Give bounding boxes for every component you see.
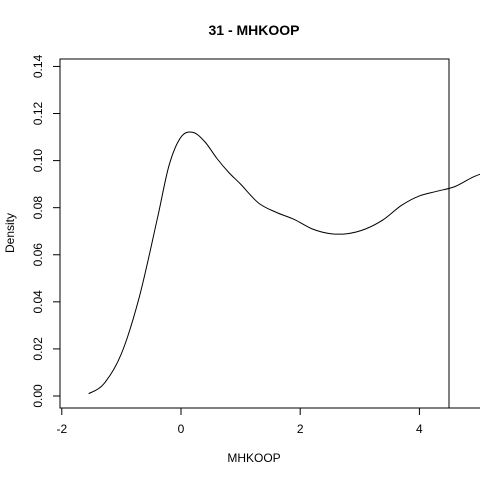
plot-frame [59,58,450,409]
x-tick-label: 4 [416,422,423,436]
y-tick-label: 0.10 [31,149,45,173]
y-tick-label: 0.04 [31,290,45,314]
y-tick-label: 0.14 [31,54,45,78]
x-tick-label: 2 [297,422,304,436]
y-tick-label: 0.02 [31,337,45,361]
x-tick-label: 0 [178,422,185,436]
y-axis: 0.00 0.02 0.04 0.06 0.08 0.10 0.12 0.14 [31,54,61,408]
x-tick-label: -2 [56,422,67,436]
y-tick-label: 0.08 [31,196,45,220]
y-axis-label: Density [3,213,17,253]
x-axis: -20246810 [56,407,480,436]
y-tick-label: 0.06 [31,243,45,267]
x-axis-label: MHKOOP [227,451,280,465]
density-curve [88,131,480,395]
y-tick-label: 0.00 [31,384,45,408]
chart-title: 31 - MHKOOP [208,22,299,38]
y-tick-label: 0.12 [31,102,45,126]
